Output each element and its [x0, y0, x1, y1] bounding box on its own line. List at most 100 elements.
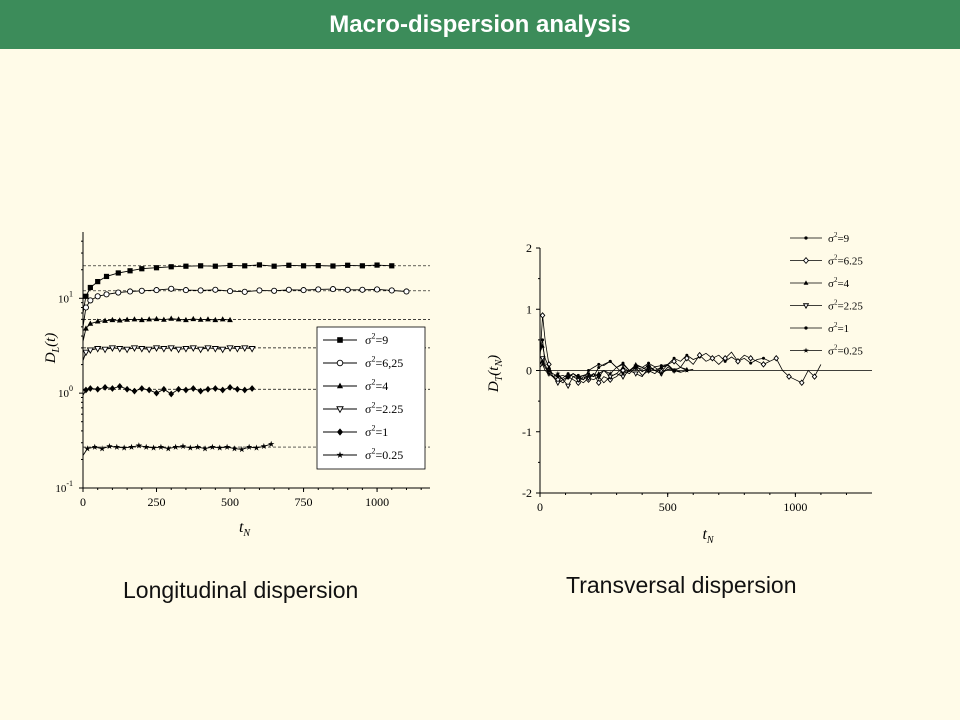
data-point — [124, 385, 130, 393]
legend-label: σ2=6,25 — [365, 355, 403, 370]
series-2 — [82, 285, 410, 327]
data-point — [194, 443, 201, 450]
data-point — [315, 263, 321, 269]
data-point — [761, 356, 765, 360]
data-point — [374, 262, 380, 268]
x-tick-label: 0 — [537, 500, 543, 514]
y-tick-label: 0 — [526, 364, 532, 378]
data-point — [116, 317, 123, 323]
x-tick-label: 500 — [221, 495, 239, 509]
data-point — [253, 444, 260, 451]
longitudinal-dispersion-chart: 0 250 500 750 1000 101 100 10-1 tN DL(t) σ2=9 σ2=6,… — [43, 232, 430, 539]
series-3 — [82, 315, 233, 342]
data-point — [811, 373, 818, 380]
data-point — [138, 316, 145, 323]
data-point — [115, 289, 122, 296]
data-point — [143, 443, 150, 450]
data-point — [120, 444, 128, 451]
data-point — [249, 385, 255, 392]
data-point — [175, 385, 182, 393]
data-point — [223, 443, 231, 450]
data-point — [300, 287, 307, 294]
data-point — [735, 358, 741, 365]
data-point — [190, 385, 197, 392]
data-point — [565, 383, 572, 390]
data-point — [389, 263, 395, 269]
data-point — [285, 286, 292, 293]
data-point — [267, 440, 275, 447]
data-point — [152, 345, 161, 352]
data-point — [595, 379, 602, 387]
data-point — [760, 361, 767, 368]
data-point — [539, 312, 546, 319]
data-point — [219, 316, 226, 322]
data-point — [586, 374, 591, 379]
series-line — [82, 347, 253, 361]
data-point — [94, 385, 101, 393]
data-point — [197, 287, 204, 294]
data-point — [216, 444, 223, 451]
legend-marker — [336, 406, 344, 414]
data-point — [212, 263, 218, 269]
transversal-dispersion-chart: 0 500 1000210-1-2tNDT(tN)σ2=9σ2=6.25σ2=4σ2… — [486, 231, 872, 546]
data-point — [227, 262, 233, 269]
data-point — [153, 287, 160, 294]
data-point — [128, 443, 135, 450]
data-point — [197, 387, 204, 395]
data-point — [157, 443, 165, 450]
data-point — [300, 263, 307, 269]
x-tick-label: 750 — [295, 495, 313, 509]
data-point — [124, 316, 130, 322]
legend-label: σ2=0.25 — [365, 447, 403, 462]
legend-marker — [336, 382, 344, 389]
data-point — [621, 362, 625, 366]
data-point — [189, 345, 197, 352]
data-point — [168, 264, 174, 270]
data-point — [165, 445, 172, 452]
data-point — [83, 293, 89, 299]
data-point — [596, 374, 602, 379]
data-point — [168, 390, 175, 398]
data-point — [205, 316, 211, 322]
data-point — [182, 287, 189, 294]
series-line — [82, 385, 253, 396]
x-tick-label: 1000 — [783, 500, 807, 514]
data-point — [131, 387, 138, 395]
data-point — [684, 354, 690, 362]
data-point — [271, 287, 278, 294]
data-point — [747, 354, 754, 362]
y-axis-label: DT(tN) — [486, 355, 505, 393]
series-line — [82, 318, 231, 342]
data-point — [95, 278, 101, 285]
data-point — [146, 316, 153, 322]
y-tick-label: 100 — [58, 384, 73, 400]
data-point — [647, 361, 651, 365]
data-point — [344, 286, 351, 293]
data-point — [597, 362, 601, 366]
data-point — [658, 370, 664, 376]
data-point — [145, 346, 153, 354]
data-point — [547, 369, 551, 372]
data-point — [541, 338, 545, 342]
data-point — [245, 443, 253, 450]
legend-label: σ2=1 — [365, 424, 388, 439]
data-point — [620, 370, 626, 376]
data-point — [260, 442, 268, 450]
data-point — [212, 316, 219, 323]
data-point — [234, 385, 241, 393]
data-point — [109, 316, 116, 323]
data-point — [798, 379, 805, 387]
data-point — [86, 347, 94, 355]
data-point — [197, 346, 205, 354]
legend-box — [316, 326, 426, 470]
data-point — [82, 349, 90, 357]
data-point — [330, 263, 336, 269]
data-point — [87, 297, 94, 304]
data-point — [153, 265, 160, 271]
y-tick-label: -1 — [522, 425, 532, 439]
data-point — [109, 385, 116, 392]
data-point — [231, 445, 238, 452]
legend: σ2=9 σ2=6.25 σ2=4 σ2=2.25 σ2=1 σ2=0.25 — [790, 231, 863, 358]
data-point — [671, 358, 677, 365]
y-tick-label: 1 — [526, 302, 532, 316]
